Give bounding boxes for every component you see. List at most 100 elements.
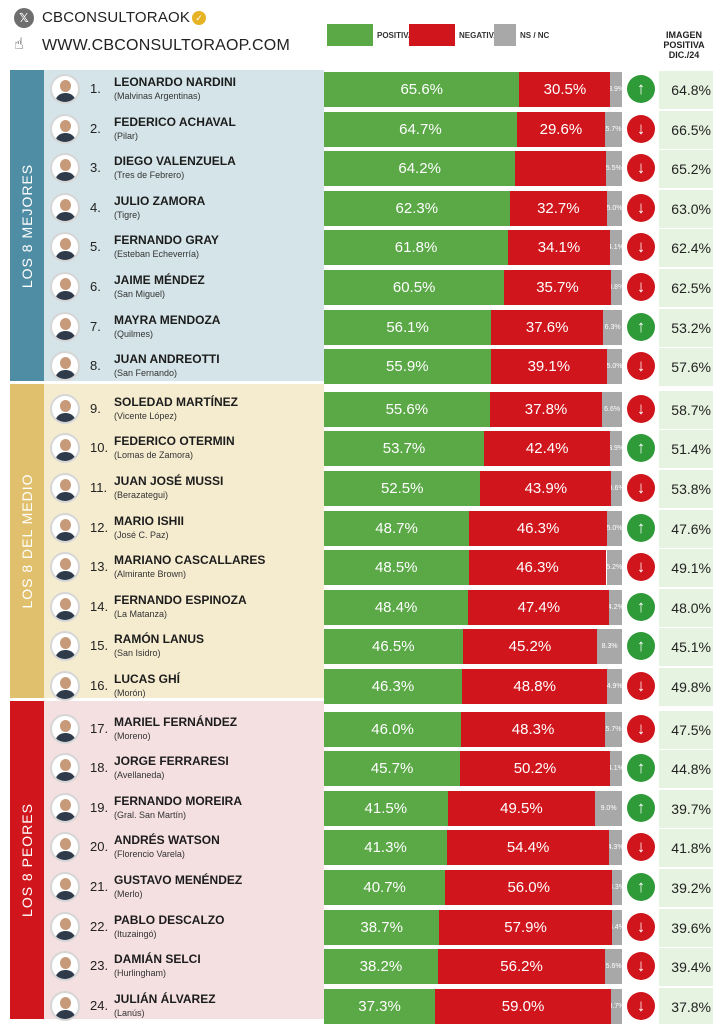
legend-swatch-negativa (409, 24, 455, 46)
bar-negative (515, 151, 606, 187)
bar-positive: 41.5% (324, 790, 448, 826)
arrow-up-icon: ↑ (627, 754, 655, 783)
avatar-body (55, 930, 76, 940)
avatar (50, 832, 80, 863)
legend-item-nsnc: NS / NC (494, 24, 549, 46)
page-header: 𝕏 CBCONSULTORAOK ✓ ☝ WWW.CBCONSULTORAOP.… (0, 0, 724, 70)
stacked-bar: 45.7%50.2%4.1% (324, 751, 622, 787)
previous-image-value: 49.1% (659, 549, 713, 588)
bar-nsnc: 5.7% (605, 111, 622, 147)
image-header-line-1: IMAGEN (666, 30, 702, 40)
previous-image-value: 62.4% (659, 229, 713, 268)
avatar (50, 311, 80, 342)
bar-nsnc: 3.8% (610, 270, 622, 305)
image-column-header: IMAGEN POSITIVA DIC./24 (656, 30, 712, 60)
table-row: 16. LUCAS GHÍ (Morón) 46.3% 48.8% 4.9% ↓ 49.8% (0, 667, 724, 707)
arrow-down-icon: ↓ (627, 672, 655, 700)
bar-positive: 64.2% (324, 151, 516, 187)
rank-number: 19. (90, 799, 109, 815)
arrow-up-icon: ↑ (627, 513, 655, 542)
avatar (50, 990, 80, 1021)
stacked-bar: 40.7%56.0%3.3% (324, 870, 622, 905)
avatar-head (60, 957, 71, 970)
bar-positive: 64.7% (324, 111, 517, 147)
avatar-body (55, 291, 76, 300)
arrow-down-icon: ↓ (627, 714, 655, 743)
table-row: 11. JUAN JOSÉ MUSSI (Berazategui) 52.5% 43.9… (0, 469, 724, 509)
avatar-head (60, 119, 71, 132)
avatar-body (55, 970, 76, 980)
avatar (50, 351, 80, 382)
bar-nsnc: 5.0% (607, 510, 622, 546)
bar-nsnc: 6.6% (602, 391, 622, 427)
previous-image-value: 45.1% (659, 628, 713, 667)
rank-number: 6. (90, 279, 101, 294)
arrow-up-icon: ↑ (627, 632, 655, 661)
rank-number: 5. (90, 239, 101, 255)
rank-number: 1. (90, 81, 101, 96)
avatar-head (60, 439, 71, 452)
bar-positive: 45.7% (324, 751, 461, 787)
rank-number: 13. (90, 559, 109, 575)
bar-negative: 35.7% (504, 270, 611, 305)
stacked-bar: 48.7% 46.3% 5.0% (324, 510, 622, 546)
bar-negative: 57.9% (439, 909, 612, 945)
stacked-bar: 46.5% 45.2% 8.3% (324, 629, 622, 665)
account-handle[interactable]: CBCONSULTORAOK (42, 9, 191, 26)
previous-image-value: 41.8% (659, 829, 713, 868)
previous-image-value: 58.7% (659, 390, 713, 429)
rank-number: 18. (90, 760, 109, 776)
bar-positive: 46.5% (324, 629, 463, 665)
avatar-body (55, 650, 76, 660)
district-name: (Gral. San Martín) (114, 809, 187, 820)
previous-image-value: 62.5% (659, 269, 713, 307)
mayor-name: MARIO ISHII (114, 513, 185, 528)
stacked-bar: 55.6% 37.8% 6.6% (324, 391, 622, 427)
district-name: (Moreno) (114, 730, 151, 741)
avatar-body (55, 172, 76, 182)
rank-number: 2. (90, 120, 101, 136)
website-link[interactable]: WWW.CBCONSULTORAOP.COM (42, 37, 290, 54)
rank-number: 9. (90, 400, 101, 416)
mayor-name: MARIEL FERNÁNDEZ (114, 714, 238, 729)
table-row: 17. MARIEL FERNÁNDEZ (Moreno) 46.0% 48.3% 5.7… (0, 710, 724, 750)
stacked-bar: 41.5% 49.5% 9.0% (324, 790, 622, 826)
arrow-down-icon: ↓ (627, 474, 655, 502)
avatar (50, 74, 80, 104)
district-name: (Berazategui) (114, 490, 169, 500)
legend-item-negativa: NEGATIVA (409, 24, 499, 46)
bar-negative: 32.7% (509, 190, 608, 226)
bar-negative: 59.0% (435, 988, 611, 1024)
bar-nsnc: 5.2% (606, 550, 622, 586)
table-row: 6. JAIME MÉNDEZ (San Miguel) 60.5%35.7%3.8%… (0, 268, 724, 308)
pointer-hand-icon: ☝ (14, 36, 24, 53)
arrow-down-icon: ↓ (627, 553, 655, 582)
bar-negative: 54.4% (447, 830, 610, 866)
stacked-bar: 53.7%42.4%3.9% (324, 431, 622, 467)
table-row: 24.JULIÁN ÁLVAREZ(Lanús)37.3%59.0%3.7%↓3… (0, 987, 724, 1024)
x-logo-icon[interactable]: 𝕏 (14, 8, 34, 28)
rank-number: 20. (90, 839, 109, 855)
mayor-name: FERNANDO MOREIRA (114, 793, 242, 808)
table-row: 19. FERNANDO MOREIRA (Gral. San Martín) 41.… (0, 789, 724, 829)
bar-nsnc: 4.2% (609, 589, 622, 625)
table-row: 4. JULIO ZAMORA (Tigre) 62.3% 32.7% 5.0% ↓ 63.0… (0, 189, 724, 229)
table-row: 15. RAMÓN LANUS (San Isidro) 46.5% 45.2% 8.3%… (0, 627, 724, 667)
avatar (50, 872, 80, 902)
district-name: (Hurlingham) (114, 968, 167, 979)
bar-negative: 46.3% (468, 550, 607, 586)
table-row: 8. JUAN ANDREOTTI (San Fernando) 55.9% 39.1%… (0, 347, 724, 387)
stacked-bar: 64.2% 5.5% (324, 151, 622, 187)
mayor-name: DIEGO VALENZUELA (114, 154, 236, 169)
previous-image-value: 51.4% (659, 430, 713, 469)
bar-positive: 62.3% (324, 190, 510, 226)
bar-positive: 37.3% (324, 988, 436, 1024)
previous-image-value: 44.8% (659, 750, 713, 789)
rank-number: 21. (90, 879, 109, 894)
bar-nsnc: 3.7% (610, 988, 622, 1024)
rank-number: 7. (90, 318, 101, 334)
bar-negative: 46.3% (469, 510, 608, 546)
avatar-head (60, 878, 71, 890)
avatar-head (60, 317, 71, 330)
avatar-body (55, 891, 76, 900)
